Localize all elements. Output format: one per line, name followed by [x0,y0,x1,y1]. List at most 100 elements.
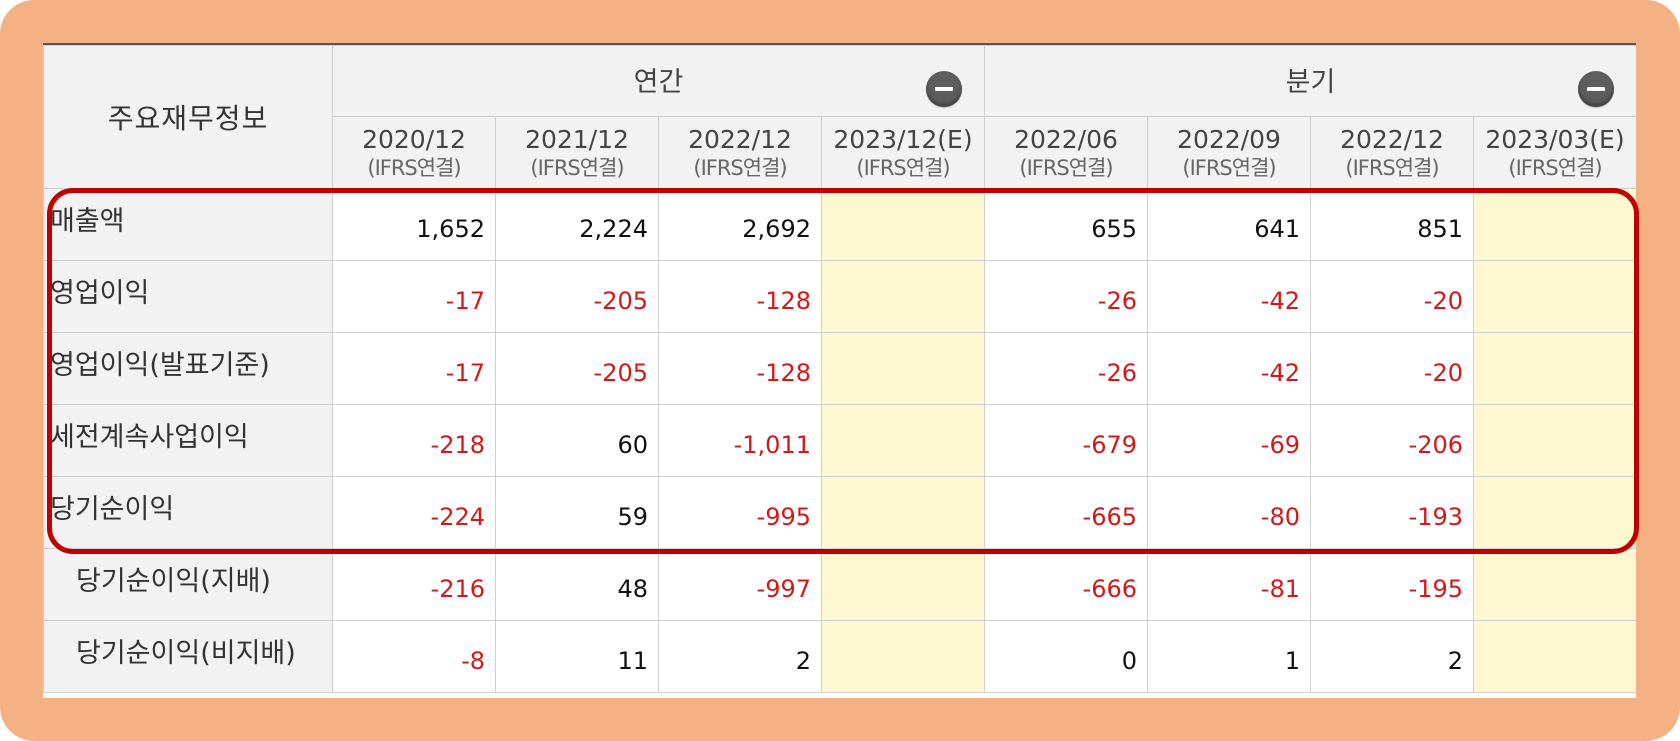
value-cell [821,404,985,477]
value-cell [1473,332,1636,405]
value-cell: -20 [1310,260,1474,333]
row-label[interactable]: 영업이익 [43,260,333,333]
value-text: -224 [430,502,485,531]
row-label-text: 매출액 [50,206,125,237]
period-header: 2022/12 (IFRS연결) [1310,116,1474,189]
corner-header: 주요재무정보 [43,45,333,189]
value-text: 1 [1284,646,1300,675]
row-label-text: 당기순이익(비지배) [76,638,296,669]
value-cell [1473,548,1636,621]
value-cell: 11 [495,620,659,693]
value-cell: -665 [984,476,1148,549]
table-row: 당기순이익(지배) -216 48 -997 -666 -81 -195 [43,548,1636,621]
value-cell: -42 [1147,260,1311,333]
financial-table: 주요재무정보 연간 분기 2020/12 (IFRS연결) 2021/12 (IFRS… [43,45,1636,693]
value-text: 11 [617,646,648,675]
row-label[interactable]: 당기순이익(비지배) [43,620,333,693]
row-label-text: 영업이익(발표기준) [50,350,270,381]
period-basis: (IFRS연결) [1182,155,1276,180]
value-text: -205 [593,286,648,315]
value-cell [821,476,985,549]
value-text: -42 [1260,358,1300,387]
value-cell: -995 [658,476,822,549]
table-row: 당기순이익(비지배) -8 11 2 0 1 2 [43,620,1636,693]
value-text: -128 [756,286,811,315]
row-label[interactable]: 당기순이익 [43,476,333,549]
value-text: -995 [756,502,811,531]
value-cell: -42 [1147,332,1311,405]
annual-group-header: 연간 [332,45,985,117]
value-text: -69 [1260,430,1300,459]
period-header: 2021/12 (IFRS연결) [495,116,659,189]
value-cell [1473,620,1636,693]
value-cell: 59 [495,476,659,549]
value-cell: -679 [984,404,1148,477]
value-cell: -17 [332,332,496,405]
financial-summary-sheet: 주요재무정보 연간 분기 2020/12 (IFRS연결) 2021/12 (IFRS… [43,43,1636,698]
annual-collapse-button[interactable] [926,71,962,107]
value-text: 2 [1447,646,1463,675]
value-cell: -195 [1310,548,1474,621]
value-cell: -69 [1147,404,1311,477]
period-basis: (IFRS연결) [693,155,787,180]
value-cell: -666 [984,548,1148,621]
value-cell: 2,692 [658,188,822,261]
row-label[interactable]: 영업이익(발표기준) [43,332,333,405]
value-text: 655 [1091,214,1137,243]
row-label-text: 세전계속사업이익 [50,422,249,453]
value-text: -26 [1097,286,1137,315]
top-border [43,43,1636,45]
period-date: 2022/09 [1177,124,1281,154]
value-cell [821,548,985,621]
value-text: -80 [1260,502,1300,531]
period-date: 2023/12(E) [833,124,973,154]
value-text: 2,692 [742,214,811,243]
value-cell: -128 [658,260,822,333]
value-cell: 2,224 [495,188,659,261]
value-cell: 1,652 [332,188,496,261]
value-text: 48 [617,574,648,603]
period-header: 2023/12(E) (IFRS연결) [821,116,985,189]
table-row: 당기순이익 -224 59 -995 -665 -80 -193 [43,476,1636,549]
value-cell [1473,260,1636,333]
value-cell: -205 [495,260,659,333]
period-date: 2022/12 [688,124,792,154]
value-text: -218 [430,430,485,459]
value-cell: 655 [984,188,1148,261]
corner-header-label: 주요재무정보 [107,102,269,135]
row-label-text: 당기순이익(지배) [76,566,271,597]
value-text: -206 [1408,430,1463,459]
period-header: 2020/12 (IFRS연결) [332,116,496,189]
value-text: -8 [461,646,485,675]
value-cell: -205 [495,332,659,405]
period-basis: (IFRS연결) [530,155,624,180]
row-label[interactable]: 당기순이익(지배) [43,548,333,621]
quarter-collapse-button[interactable] [1578,71,1614,107]
period-date: 2022/06 [1014,124,1118,154]
value-cell: -80 [1147,476,1311,549]
value-cell [821,332,985,405]
value-cell: -193 [1310,476,1474,549]
row-label[interactable]: 매출액 [43,188,333,261]
value-cell: 48 [495,548,659,621]
value-text: -666 [1082,574,1137,603]
value-cell: -17 [332,260,496,333]
value-cell: 0 [984,620,1148,693]
value-cell: -997 [658,548,822,621]
value-cell: -26 [984,332,1148,405]
period-basis: (IFRS연결) [856,155,950,180]
period-date: 2022/12 [1340,124,1444,154]
value-text: -665 [1082,502,1137,531]
value-cell [821,620,985,693]
period-header: 2022/09 (IFRS연결) [1147,116,1311,189]
value-cell: -26 [984,260,1148,333]
value-text: 0 [1121,646,1137,675]
value-cell [1473,188,1636,261]
value-cell: 641 [1147,188,1311,261]
value-cell: 60 [495,404,659,477]
period-date: 2023/03(E) [1485,124,1625,154]
value-text: -997 [756,574,811,603]
row-label[interactable]: 세전계속사업이익 [43,404,333,477]
period-basis: (IFRS연결) [367,155,461,180]
period-basis: (IFRS연결) [1508,155,1602,180]
